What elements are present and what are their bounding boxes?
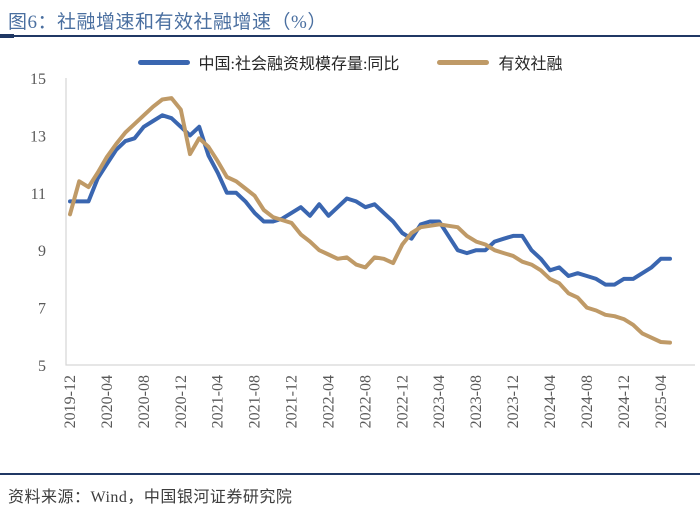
- y-tick-label: 11: [31, 186, 46, 203]
- x-tick-label: 2022-12: [394, 375, 411, 428]
- axis-lines: [65, 78, 695, 366]
- y-tick-label: 7: [38, 301, 46, 318]
- footer-divider: [0, 473, 700, 475]
- legend-item-tsf: 中国:社会融资规模存量:同比: [137, 50, 400, 74]
- x-tick-label: 2022-08: [357, 375, 374, 428]
- y-tick-label: 9: [38, 243, 46, 260]
- x-tick-label: 2025-04: [653, 375, 670, 428]
- title-divider: [0, 35, 700, 37]
- source-note: 资料来源：Wind，中国银河证券研究院: [8, 489, 293, 506]
- legend-label: 中国:社会融资规模存量:同比: [198, 56, 400, 73]
- y-tick-label: 15: [30, 72, 46, 88]
- y-tick-label: 5: [38, 358, 46, 375]
- x-tick-label: 2021-04: [210, 375, 227, 428]
- x-tick-label: 2022-04: [320, 375, 337, 428]
- x-tick-label: 2019-12: [62, 375, 79, 428]
- x-tick-label: 2024-08: [579, 375, 596, 428]
- x-tick-label: 2023-08: [468, 375, 485, 428]
- legend-label: 有效社融: [498, 56, 563, 73]
- x-tick-label: 2023-04: [431, 375, 448, 428]
- legend-swatch: [137, 59, 190, 65]
- page-title: 图6：社融增速和有效社融增速（%）: [8, 12, 327, 33]
- x-tick-label: 2021-12: [284, 375, 301, 428]
- legend-item-effective: 有效社融: [437, 50, 562, 74]
- x-tick-label: 2020-08: [136, 375, 153, 428]
- x-tick-label: 2024-04: [542, 375, 559, 428]
- chart-legend: 中国:社会融资规模存量:同比 有效社融: [0, 50, 700, 74]
- legend-swatch: [437, 59, 490, 65]
- x-tick-label: 2021-08: [247, 375, 264, 428]
- x-tick-label: 2023-12: [505, 375, 522, 428]
- x-tick-label: 2020-12: [173, 375, 190, 428]
- x-tick-label: 2020-04: [99, 375, 116, 428]
- series-line-0: [68, 113, 672, 287]
- chart-canvas: 5 7 9 11 13 15 2019-12 2020-04 2020-08 2020-12 202…: [30, 71, 695, 428]
- y-tick-label: 13: [30, 128, 46, 145]
- title-divider-cap: [0, 34, 14, 38]
- series-line-1: [68, 96, 672, 345]
- x-tick-label: 2024-12: [616, 375, 633, 428]
- line-chart: 5 7 9 11 13 15 2019-12 2020-04 2020-08 2020-12 202…: [0, 71, 700, 464]
